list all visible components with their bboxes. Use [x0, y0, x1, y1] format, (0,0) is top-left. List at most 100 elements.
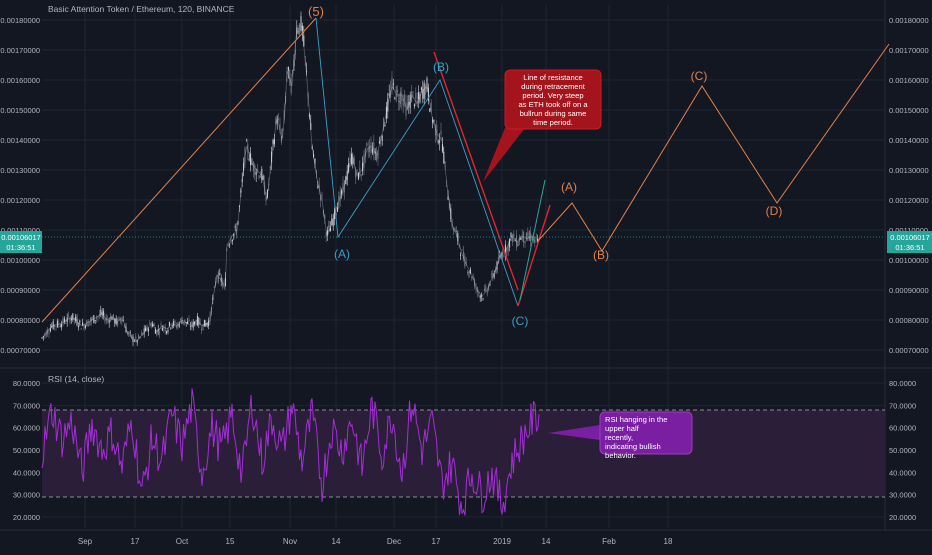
candle-body	[328, 226, 330, 227]
projection-a-label: (A)	[561, 180, 577, 194]
rsi-tick-label-right: 60.0000	[889, 424, 916, 433]
candle-body	[528, 236, 530, 238]
price-tick-label-right: 0.00110000	[889, 226, 928, 235]
price-axis-left[interactable]: 0.00180000 0.00170000 0.00160000 0.00150000…	[0, 16, 40, 355]
candle-body	[486, 290, 488, 294]
candle-body	[66, 317, 68, 323]
candle-body	[356, 169, 358, 172]
candle-body	[311, 146, 313, 149]
candle-body	[294, 49, 296, 55]
candle-body	[275, 119, 277, 125]
candle-body	[292, 70, 294, 74]
rsi-tick-label-right: 80.0000	[889, 379, 916, 388]
candle-body	[432, 119, 434, 123]
candle-body	[222, 282, 224, 286]
candle-body	[475, 287, 477, 289]
candle-body	[185, 322, 187, 324]
candle-body	[266, 190, 268, 198]
candle-body	[76, 318, 78, 326]
candle-body	[353, 158, 355, 165]
candle-body	[497, 257, 499, 264]
candle-body	[47, 329, 49, 335]
candle-body	[440, 130, 442, 135]
candle-body	[94, 319, 96, 322]
candle-body	[170, 327, 172, 329]
candle-body	[250, 153, 252, 166]
candle-body	[348, 163, 350, 172]
candle-body	[115, 318, 117, 324]
resistance-callout[interactable]: Line of resistance during retracement peri…	[483, 69, 602, 182]
candle-body	[110, 316, 112, 322]
candle-body	[398, 100, 400, 102]
candle-body	[359, 167, 361, 177]
candle-body	[233, 233, 235, 237]
rsi-callout[interactable]: RSI hanging in the upper half recently, ind…	[548, 411, 693, 460]
candle-body	[409, 94, 411, 109]
candle-body	[510, 232, 512, 237]
candle-body	[219, 272, 221, 275]
candle-body	[318, 184, 320, 189]
candle-body	[273, 138, 275, 145]
candle-body	[252, 162, 254, 172]
candle-body	[534, 236, 536, 243]
candle-body	[80, 328, 82, 330]
candle-body	[89, 321, 91, 323]
candle-body	[343, 180, 345, 193]
price-axis-right[interactable]: 0.00180000 0.00170000 0.00160000 0.00150000…	[889, 16, 929, 355]
candle-body	[504, 244, 506, 255]
candle-body	[303, 35, 305, 46]
candle-body	[518, 237, 520, 243]
candle-body	[490, 273, 492, 275]
candle-body	[87, 321, 89, 327]
candle-body	[329, 227, 331, 232]
candle-body	[177, 323, 179, 326]
candle-body	[366, 143, 368, 146]
candle-body	[299, 23, 301, 34]
candle-body	[206, 323, 208, 326]
candle-body	[350, 153, 352, 165]
candle-body	[362, 162, 364, 172]
candle-body	[180, 319, 182, 320]
time-tick-label: 14	[542, 537, 551, 546]
candle-body	[61, 323, 63, 328]
candle-body	[156, 330, 158, 336]
rsi-tick-label-left: 80.0000	[13, 379, 40, 388]
candle-body	[82, 322, 84, 326]
candle-body	[308, 114, 310, 117]
candle-body	[84, 325, 86, 329]
candle-body	[149, 322, 151, 325]
time-tick-label: Feb	[602, 537, 616, 546]
rsi-axis-left[interactable]: 80.0000 70.0000 60.0000 50.0000 40.0000 30.00…	[13, 379, 40, 522]
rsi-axis-right[interactable]: 80.0000 70.0000 60.0000 50.0000 40.0000 30.00…	[889, 379, 916, 522]
candle-body	[313, 154, 315, 157]
candle-body	[443, 151, 445, 164]
candle-body	[244, 147, 246, 164]
current-price-badge-left: 0.00106017 01:36:51	[0, 231, 42, 253]
candle-body	[479, 295, 481, 299]
candle-body	[65, 322, 67, 324]
candle-body	[367, 148, 369, 153]
candle-body	[243, 163, 245, 171]
candle-body	[507, 244, 509, 251]
candle-body	[297, 31, 299, 33]
candle-body	[342, 183, 344, 192]
candle-body	[147, 328, 149, 332]
candle-body	[376, 154, 378, 161]
candle-body	[229, 244, 231, 246]
candle-body	[118, 316, 120, 320]
price-tick-label-right: 0.00180000	[889, 16, 929, 25]
rsi-tick-label-right: 50.0000	[889, 446, 916, 455]
price-tick-label-right: 0.00140000	[889, 136, 929, 145]
breakout-line	[517, 204, 551, 307]
time-axis[interactable]: Sep 17 Oct 15 Nov 14 Dec 17 2019 14 Feb 18	[78, 537, 673, 546]
candle-body	[198, 317, 200, 325]
current-price-badge-right-bg	[887, 231, 932, 253]
candle-body	[121, 318, 123, 322]
projection-d-label: (D)	[766, 204, 783, 218]
candle-body	[478, 292, 480, 294]
candle-body	[325, 232, 327, 237]
candle-body	[448, 202, 450, 209]
rsi-tick-label-right: 20.0000	[889, 513, 916, 522]
candle-body	[525, 232, 527, 241]
